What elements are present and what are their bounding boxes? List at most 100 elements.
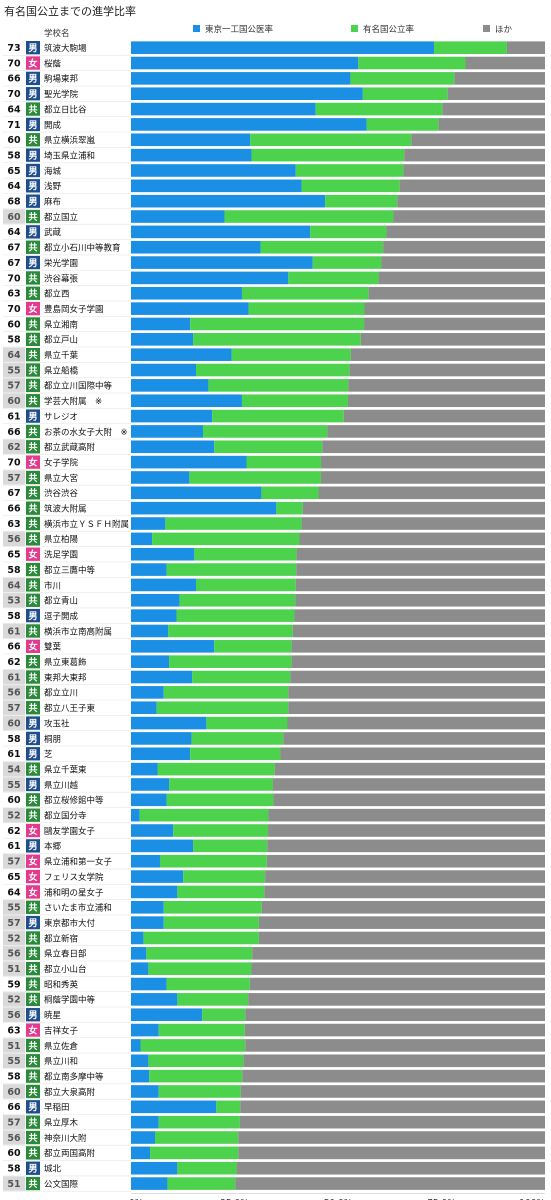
rank-cell <box>3 516 25 531</box>
x-tick-label: 0% <box>129 1198 144 1200</box>
rank-cell <box>3 761 25 777</box>
bar-segment-tokyo-ikko <box>131 931 144 945</box>
rank-value: 66 <box>7 427 21 438</box>
bar-segment-tokyo-ikko <box>131 394 242 408</box>
school-type-label: 共 <box>28 134 37 146</box>
bar-segment-national-public <box>190 317 365 331</box>
school-name: 都立南多摩中等 <box>44 1071 104 1082</box>
school-type-label: 共 <box>28 426 37 438</box>
bar-segment-tokyo-ikko <box>131 286 242 300</box>
bar-segment-other <box>238 1146 545 1160</box>
table-row: 57 共県立厚木 <box>3 1115 545 1131</box>
table-row: 60 共都立桜修館中等 <box>3 792 545 808</box>
table-row: 61 共東邦大東邦 <box>3 669 545 686</box>
x-tick-label: 25.0% <box>220 1198 249 1200</box>
rank-cell <box>3 408 25 424</box>
bar-segment-tokyo-ikko <box>131 1131 156 1144</box>
rank-cell <box>3 946 25 961</box>
rank-value: 60 <box>7 319 21 330</box>
rank-cell <box>3 777 25 792</box>
school-type-badge <box>26 808 40 822</box>
school-type-label: 女 <box>28 456 37 468</box>
bar-segment-national-public <box>179 593 296 607</box>
table-row: 51 共都立小山台 <box>3 961 545 977</box>
bar-segment-national-public <box>206 716 288 730</box>
bar-segment-other <box>322 440 545 454</box>
rank-cell <box>3 378 25 393</box>
school-name: 都立八王子東 <box>44 703 96 714</box>
bar-segment-other <box>397 194 545 208</box>
bar-segment-other <box>242 1069 545 1083</box>
school-type-badge <box>26 946 40 960</box>
rank-value: 62 <box>7 442 20 453</box>
bar-segment-tokyo-ikko <box>131 1085 159 1098</box>
rank-cell <box>3 1084 25 1099</box>
school-type-label: 女 <box>28 641 37 653</box>
bar-segment-other <box>249 977 545 991</box>
school-type-badge <box>26 1054 40 1068</box>
school-type-badge <box>26 593 40 607</box>
rank-cell <box>3 1022 25 1038</box>
bar-segment-other <box>403 164 545 177</box>
school-type-label: 女 <box>28 57 37 69</box>
school-name: さいたま市立浦和 <box>44 903 112 914</box>
rank-cell <box>3 623 25 639</box>
school-name: 浅野 <box>44 181 62 192</box>
bar-segment-tokyo-ikko <box>131 1146 151 1160</box>
rank-value: 61 <box>7 672 20 683</box>
bar-segment-other <box>321 471 545 484</box>
school-type-badge <box>26 255 40 270</box>
bar-segment-national-public <box>246 455 322 469</box>
bar-segment-national-public <box>166 793 274 807</box>
bar-segment-tokyo-ikko <box>131 593 180 607</box>
bar-segment-national-public <box>158 1085 241 1098</box>
school-name: 雙葉 <box>44 642 62 653</box>
bar-segment-other <box>399 179 545 193</box>
bar-segment-other <box>506 41 545 54</box>
school-name: 麻布 <box>44 197 61 208</box>
rank-cell <box>3 792 25 807</box>
bar-segment-other <box>348 379 545 392</box>
school-type-badge <box>26 777 40 792</box>
rank-value: 67 <box>7 258 20 269</box>
school-type-badge <box>26 56 40 70</box>
school-type-label: 男 <box>28 749 37 760</box>
rank-value: 56 <box>7 534 21 545</box>
school-type-badge <box>26 839 40 853</box>
bar-segment-other <box>287 716 545 730</box>
rank-value: 66 <box>7 642 21 653</box>
rank-cell <box>3 562 25 577</box>
rank-value: 58 <box>7 611 21 622</box>
rank-value: 60 <box>7 718 21 729</box>
bar-segment-national-public <box>163 916 259 929</box>
school-type-badge <box>26 133 40 147</box>
school-type-badge <box>26 71 40 86</box>
school-type-badge <box>26 701 40 715</box>
bar-segment-other <box>288 686 545 699</box>
bar-segment-other <box>291 655 545 668</box>
bar-segment-other <box>301 517 545 530</box>
school-name: 県立厚木 <box>44 1118 79 1129</box>
table-row: 66 共お茶の水女子大附 ※ <box>3 424 545 440</box>
rank-value: 64 <box>7 887 21 898</box>
school-name: 都立小石川中等教育 <box>44 243 121 254</box>
bar-segment-national-public <box>195 363 350 377</box>
rank-value: 65 <box>7 550 20 561</box>
legend-label-1: 有名国公立率 <box>363 24 415 35</box>
school-type-badge <box>26 1038 40 1053</box>
school-name: 県立川越 <box>44 780 79 791</box>
table-row: 71 男開成 <box>3 117 545 133</box>
rank-cell <box>3 270 25 286</box>
rank-cell <box>3 547 25 562</box>
table-row: 70 女豊島岡女子学園 <box>3 301 545 317</box>
rank-value: 61 <box>7 411 20 422</box>
school-name: 県立大宮 <box>44 473 78 484</box>
bar-segment-tokyo-ikko <box>131 916 164 929</box>
table-row: 70 女桜蔭 <box>3 55 545 71</box>
bar-segment-national-public <box>301 179 400 193</box>
school-name: 海城 <box>44 166 62 177</box>
rank-value: 52 <box>7 933 20 944</box>
table-row: 55 共県立川和 <box>3 1053 545 1069</box>
bar-segment-tokyo-ikko <box>131 747 191 761</box>
table-row: 70 男聖光学院 <box>3 86 545 102</box>
